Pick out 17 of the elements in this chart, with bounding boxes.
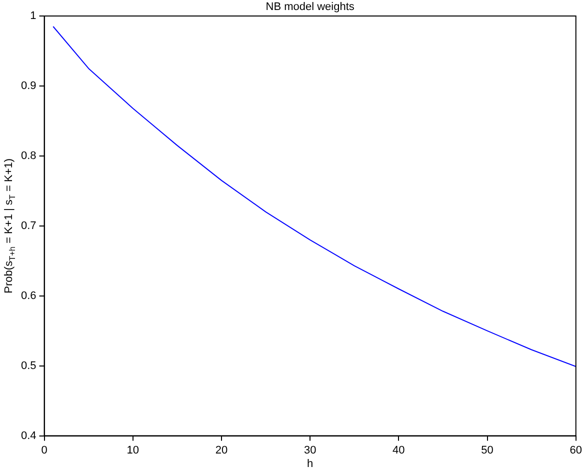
x-tick-label: 10 <box>126 444 140 456</box>
y-tick-label: 0.4 <box>20 430 36 442</box>
y-tick-label: 0.9 <box>20 80 36 92</box>
x-tick-label: 60 <box>570 444 582 456</box>
y-tick-label: 0.6 <box>20 290 36 302</box>
chart-title: NB model weights <box>266 1 355 14</box>
y-tick-label: 0.7 <box>20 220 36 232</box>
y-tick-label: 1 <box>30 10 36 22</box>
x-tick-label: 50 <box>481 444 494 456</box>
x-tick-label: 20 <box>215 444 228 456</box>
x-tick-label: 40 <box>392 444 405 456</box>
x-axis-title: h <box>307 458 314 470</box>
x-tick-label: 30 <box>304 444 316 456</box>
x-tick-label: 0 <box>41 444 48 456</box>
y-axis-title: Prob(sT+h = K+1 | sT = K+1) <box>3 158 18 294</box>
y-tick-label: 0.5 <box>20 360 36 372</box>
y-tick-label: 0.8 <box>20 150 36 162</box>
